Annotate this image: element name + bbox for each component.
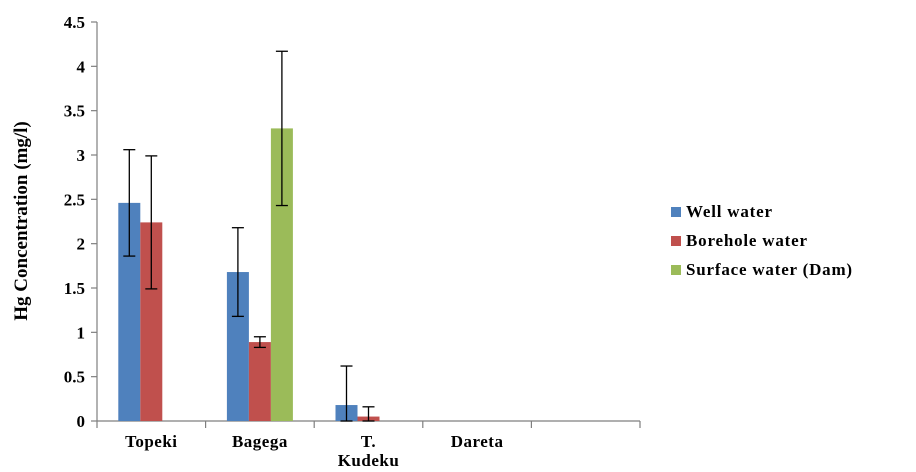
y-tick-label: 2.5 [64,190,85,209]
legend-label: Borehole water [686,231,808,250]
x-category-label: Topeki [125,432,177,451]
axes [91,21,641,428]
error-bar [253,336,266,349]
error-bar [340,365,353,422]
y-tick-label: 0.5 [64,368,85,387]
legend-swatch [671,207,681,217]
legend-swatch [671,236,681,246]
x-category-label: Bagega [232,432,288,451]
y-tick-label: 0 [77,412,86,431]
axis-labels: 0 0.5 1 1.5 2 2.5 3 3.5 4 4.5 Topeki Bagega T.Kudeku… [11,13,503,470]
bar [248,342,271,421]
legend-item: Well water [671,202,773,221]
bar [118,202,141,421]
bar [270,128,293,421]
x-category-label: Dareta [451,432,504,451]
legend-label: Surface water (Dam) [686,260,853,279]
y-tick-label: 2 [77,235,86,254]
bar [226,272,249,421]
bars [118,128,380,421]
y-tick-label: 4 [77,57,86,76]
legend-swatch [671,265,681,275]
x-category-label: T. [361,432,376,451]
bar [140,222,163,421]
legend-item: Surface water (Dam) [671,260,853,279]
error-bars [123,50,375,422]
error-bar [231,227,244,318]
y-tick-label: 1 [77,323,86,342]
error-bar [145,155,158,290]
y-tick-label: 4.5 [64,13,85,32]
error-bar [275,50,288,207]
x-category-label: Kudeku [338,451,400,470]
error-bar [362,406,375,422]
legend-item: Borehole water [671,231,808,250]
y-tick-label: 3 [77,146,86,165]
legend: Well water Borehole water Surface water (D… [671,202,853,279]
y-tick-label: 3.5 [64,102,85,121]
y-tick-label: 1.5 [64,279,85,298]
legend-label: Well water [686,202,773,221]
error-bar [123,149,136,257]
y-axis-title: Hg Concentration (mg/l) [11,121,32,320]
